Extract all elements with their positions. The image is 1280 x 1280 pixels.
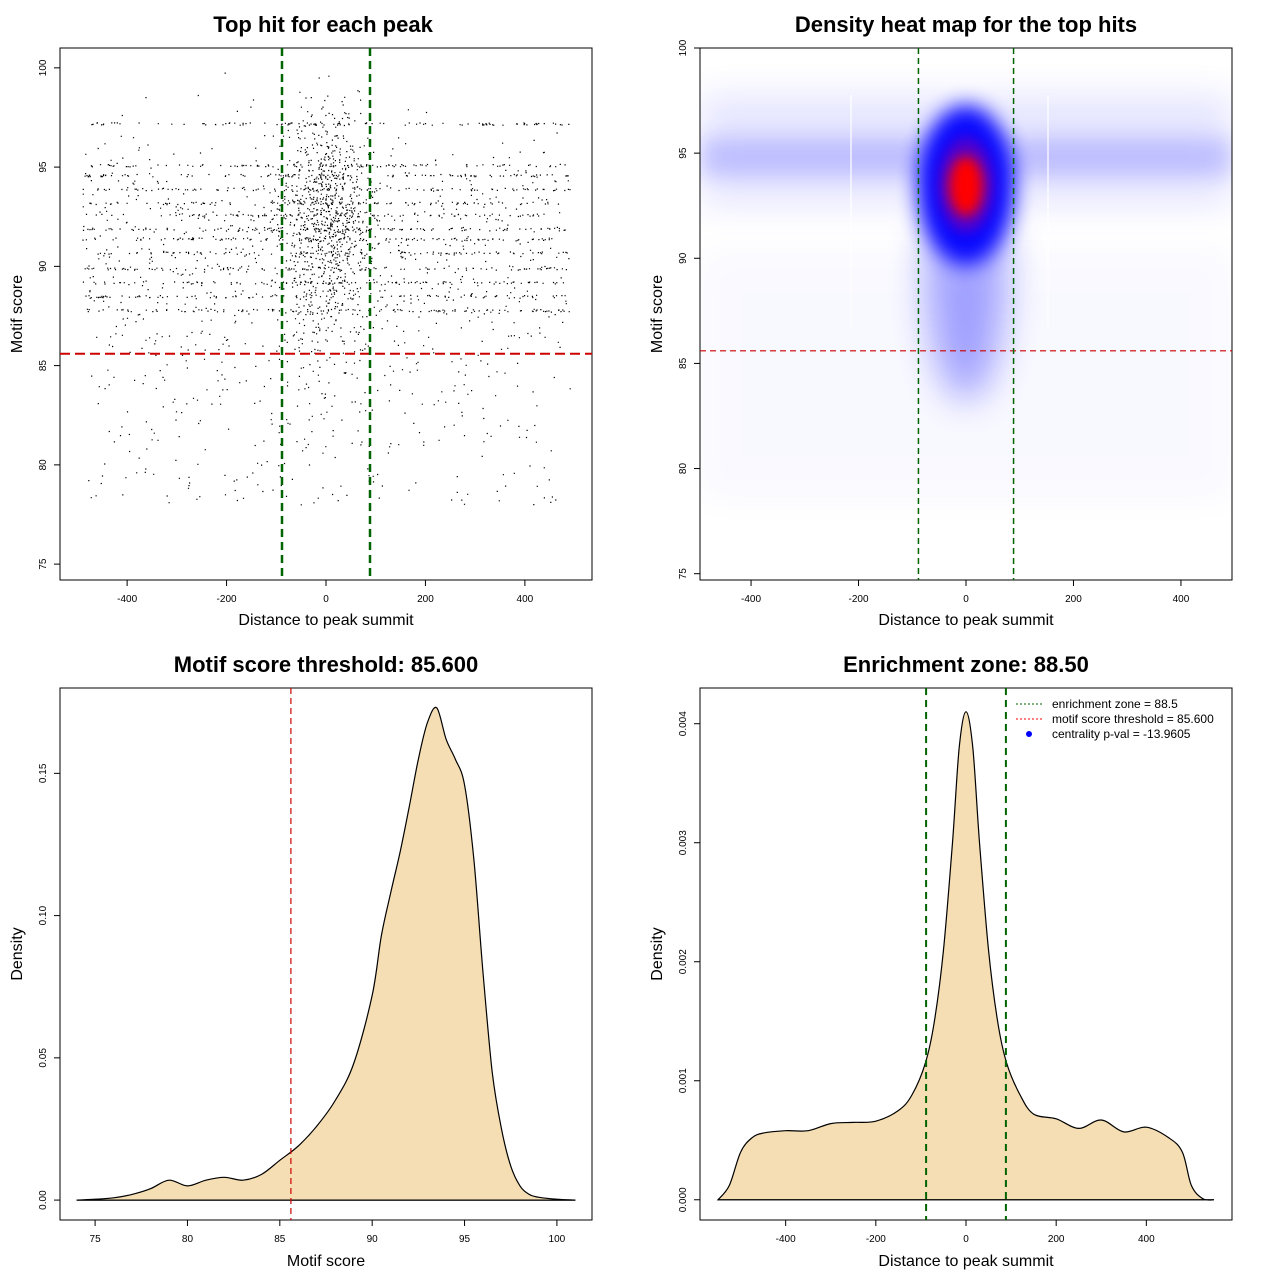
y-tick-label: 95 [38,161,49,173]
legend-zone-label: enrichment zone = 88.5 [1052,697,1178,711]
y-tick-label: 85 [38,360,49,372]
distance-density-curve [716,711,1215,1201]
y-tick-label: 0.002 [678,949,689,974]
enrichment-y-label: Density [649,927,666,980]
y-tick-label: 75 [38,558,49,570]
x-tick-label: -400 [776,1234,796,1245]
y-tick-label: 0.15 [38,763,49,783]
x-tick-label: 400 [517,594,534,605]
legend-pval-label: centrality p-val = -13.9605 [1052,727,1191,741]
x-tick-label: -200 [866,1234,886,1245]
x-tick-label: 80 [182,1234,194,1245]
y-tick-label: 100 [38,59,49,76]
legend-pval-point [1026,731,1032,737]
x-tick-label: 90 [367,1234,379,1245]
x-tick-label: 0 [323,594,329,605]
y-tick-label: 0.003 [678,830,689,855]
y-tick-label: 100 [678,39,689,56]
panel-score-density: Motif score threshold: 85.600 75 80 85 90 95… [9,652,593,1270]
y-tick-label: 0.001 [678,1068,689,1093]
y-tick-label: 85 [678,357,689,369]
y-tick-label: 0.00 [38,1190,49,1210]
y-tick-label: 0.004 [678,711,689,736]
y-tick-label: 80 [38,459,49,471]
score-density-y-label: Density [9,927,26,980]
x-tick-label: 400 [1173,594,1190,605]
score-density-title: Motif score threshold: 85.600 [174,652,478,677]
x-tick-label: 75 [90,1234,102,1245]
x-tick-label: 200 [417,594,434,605]
heatmap-y-label: Motif score [649,275,666,353]
scatter-guide-lines [60,48,592,580]
heatmap-x-ticks: -400 -200 0 200 400 [741,580,1190,605]
y-tick-label: 80 [678,463,689,475]
enrichment-x-label: Distance to peak summit [878,1253,1054,1270]
y-tick-label: 90 [38,260,49,272]
y-tick-label: 95 [678,147,689,159]
y-tick-label: 75 [678,568,689,580]
x-tick-label: -400 [117,594,137,605]
legend-threshold-label: motif score threshold = 85.600 [1052,712,1214,726]
x-tick-label: -400 [741,594,761,605]
x-tick-label: -200 [849,594,869,605]
heatmap-density [700,95,1232,400]
y-tick-label: 0.10 [38,905,49,925]
enrichment-y-ticks: 0.000 0.001 0.002 0.003 0.004 [678,711,700,1212]
scatter-plot-frame [59,47,593,581]
x-tick-label: -200 [217,594,237,605]
panel-scatter: Top hit for each peak -400 -200 0 200 400 75… [9,12,593,629]
score-density-x-ticks: 75 80 85 90 95 100 [90,1220,566,1245]
legend: enrichment zone = 88.5 motif score thres… [1016,697,1214,741]
scatter-y-ticks: 75 80 85 90 95 100 [38,59,60,570]
x-tick-label: 85 [274,1234,286,1245]
y-tick-label: 0.000 [678,1187,689,1212]
heatmap-y-ticks: 75 80 85 90 95 100 [678,39,700,579]
x-tick-label: 95 [459,1234,471,1245]
scatter-x-ticks: -400 -200 0 200 400 [117,580,534,605]
scatter-x-label: Distance to peak summit [238,612,414,629]
heat-core-red [949,156,983,216]
enrichment-x-ticks: -400 -200 0 200 400 [776,1220,1155,1245]
x-tick-label: 200 [1048,1234,1065,1245]
x-tick-label: 0 [963,594,969,605]
score-density-y-ticks: 0.00 0.05 0.10 0.15 [38,763,60,1210]
heatmap-x-label: Distance to peak summit [878,612,1054,629]
scatter-y-label: Motif score [9,275,26,353]
heatmap-title: Density heat map for the top hits [795,12,1137,37]
x-tick-label: 400 [1138,1234,1155,1245]
scatter-title: Top hit for each peak [213,12,433,37]
x-tick-label: 100 [549,1234,566,1245]
y-tick-label: 0.05 [38,1048,49,1068]
enrichment-zone-lines [925,688,1007,1220]
score-density-curve [76,706,576,1201]
score-density-x-label: Motif score [287,1253,365,1270]
x-tick-label: 200 [1065,594,1082,605]
y-tick-label: 90 [678,252,689,264]
panel-enrichment: Enrichment zone: 88.50 -400 -200 0 200 400 0… [649,652,1233,1270]
enrichment-title: Enrichment zone: 88.50 [843,652,1089,677]
heatmap-guide-lines [700,48,1232,580]
x-tick-label: 0 [963,1234,969,1245]
panel-heatmap: Density heat map for the top hits -400 -2… [649,12,1233,629]
